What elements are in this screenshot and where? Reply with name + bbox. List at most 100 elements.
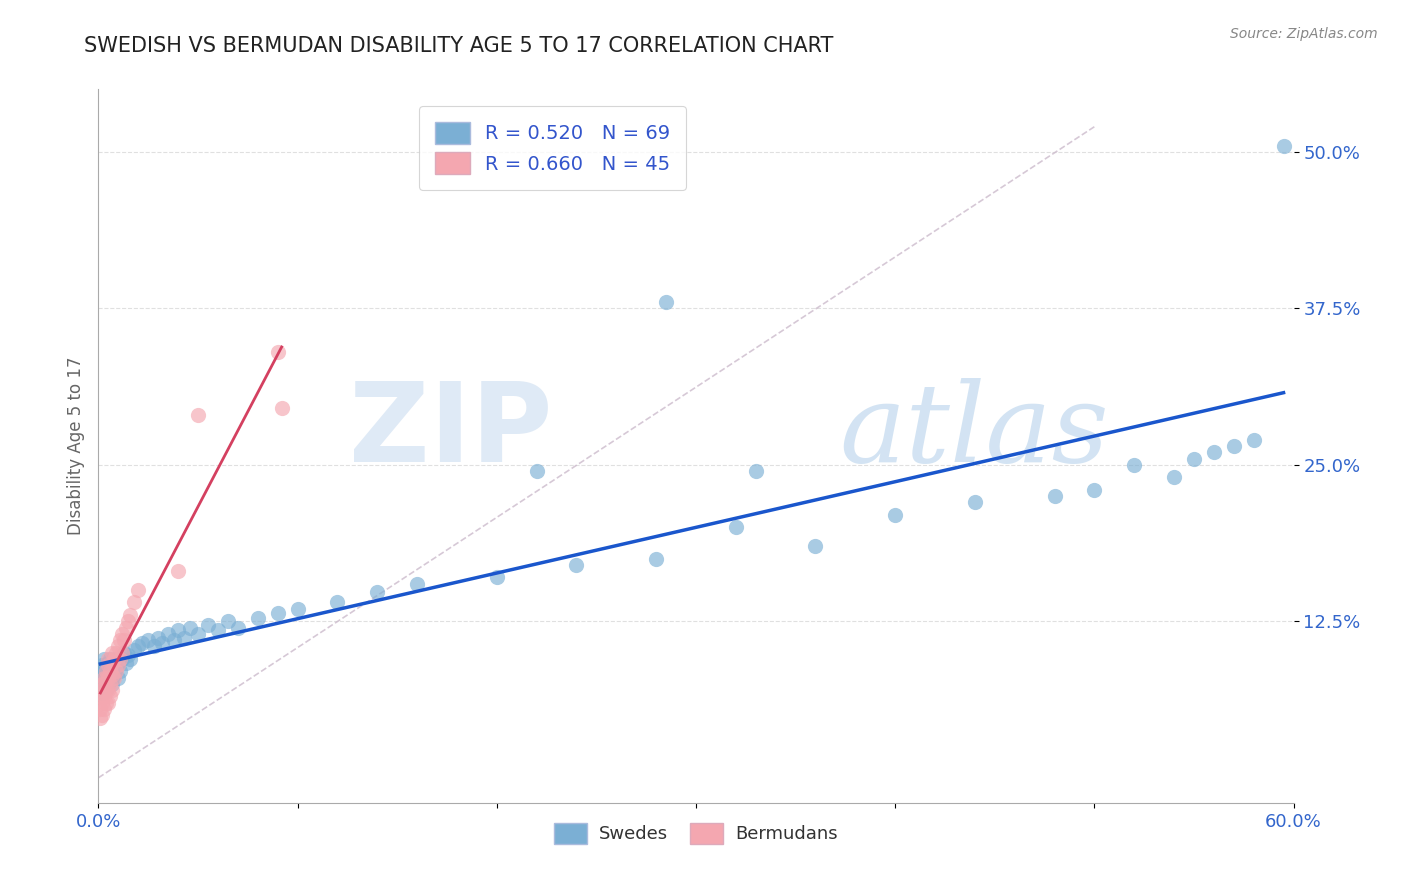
Point xyxy=(366,585,388,599)
Point xyxy=(143,640,166,654)
Point xyxy=(246,610,269,624)
Point xyxy=(91,696,114,710)
Point xyxy=(96,683,118,698)
Point xyxy=(1182,451,1205,466)
Point xyxy=(105,646,128,660)
Point xyxy=(115,656,138,670)
Point xyxy=(89,677,111,691)
Point xyxy=(97,696,120,710)
Point xyxy=(101,646,124,660)
Point xyxy=(136,633,159,648)
Point xyxy=(105,665,128,679)
Point xyxy=(526,464,548,478)
Point xyxy=(111,646,134,660)
Point xyxy=(91,683,114,698)
Point xyxy=(226,621,249,635)
Point xyxy=(150,635,173,649)
Point xyxy=(884,508,907,522)
Point xyxy=(267,606,290,620)
Point xyxy=(167,564,190,578)
Point xyxy=(131,635,153,649)
Point xyxy=(270,401,292,416)
Point xyxy=(96,696,118,710)
Point xyxy=(1123,458,1146,472)
Text: Source: ZipAtlas.com: Source: ZipAtlas.com xyxy=(1230,27,1378,41)
Point xyxy=(96,665,118,679)
Point xyxy=(115,621,138,635)
Point xyxy=(207,623,229,637)
Point xyxy=(101,656,124,670)
Point xyxy=(93,652,115,666)
Point xyxy=(107,640,129,654)
Point xyxy=(91,673,114,687)
Point xyxy=(1043,489,1066,503)
Point xyxy=(91,658,114,673)
Point xyxy=(107,656,129,670)
Point xyxy=(111,627,134,641)
Point xyxy=(97,658,120,673)
Point xyxy=(97,656,120,670)
Point xyxy=(91,708,114,723)
Point xyxy=(93,681,115,695)
Point xyxy=(89,690,111,704)
Point xyxy=(1202,445,1225,459)
Point xyxy=(173,631,195,645)
Point xyxy=(97,677,120,691)
Point xyxy=(98,665,122,679)
Point xyxy=(187,408,209,422)
Point xyxy=(197,618,219,632)
Point xyxy=(187,627,209,641)
Text: SWEDISH VS BERMUDAN DISABILITY AGE 5 TO 17 CORRELATION CHART: SWEDISH VS BERMUDAN DISABILITY AGE 5 TO … xyxy=(84,36,834,55)
Point xyxy=(167,623,190,637)
Point xyxy=(217,614,239,628)
Point xyxy=(105,660,128,674)
Point xyxy=(127,640,149,654)
Point xyxy=(107,671,129,685)
Point xyxy=(645,551,668,566)
Text: atlas: atlas xyxy=(839,378,1109,485)
Point xyxy=(127,582,149,597)
Point xyxy=(724,520,747,534)
Point xyxy=(91,677,114,691)
Text: ZIP: ZIP xyxy=(349,378,553,485)
Point xyxy=(1083,483,1105,497)
Point xyxy=(963,495,986,509)
Point xyxy=(103,671,125,685)
Point xyxy=(98,690,122,704)
Point xyxy=(101,671,124,685)
Point xyxy=(1163,470,1185,484)
Point xyxy=(124,595,146,609)
Point xyxy=(655,295,678,310)
Point xyxy=(148,631,170,645)
Point xyxy=(101,668,124,682)
Point xyxy=(96,671,118,685)
Point xyxy=(97,671,120,685)
Point xyxy=(103,668,125,682)
Point xyxy=(96,683,118,698)
Point xyxy=(98,665,122,679)
Point xyxy=(117,648,139,662)
Point xyxy=(103,652,125,666)
Point xyxy=(89,668,111,682)
Point xyxy=(91,685,114,699)
Point xyxy=(1223,439,1246,453)
Point xyxy=(93,671,115,685)
Point xyxy=(163,633,186,648)
Point xyxy=(804,539,827,553)
Point xyxy=(565,558,588,572)
Point xyxy=(110,633,132,648)
Point xyxy=(1272,138,1295,153)
Point xyxy=(89,711,111,725)
Point xyxy=(120,607,142,622)
Point xyxy=(157,627,180,641)
Point xyxy=(110,652,132,666)
Point xyxy=(98,677,122,691)
Point xyxy=(101,683,124,698)
Point xyxy=(287,601,309,615)
Point xyxy=(326,595,349,609)
Point xyxy=(103,658,125,673)
Point xyxy=(101,677,124,691)
Point xyxy=(96,660,118,674)
Point xyxy=(93,665,115,679)
Legend: Swedes, Bermudans: Swedes, Bermudans xyxy=(547,815,845,851)
